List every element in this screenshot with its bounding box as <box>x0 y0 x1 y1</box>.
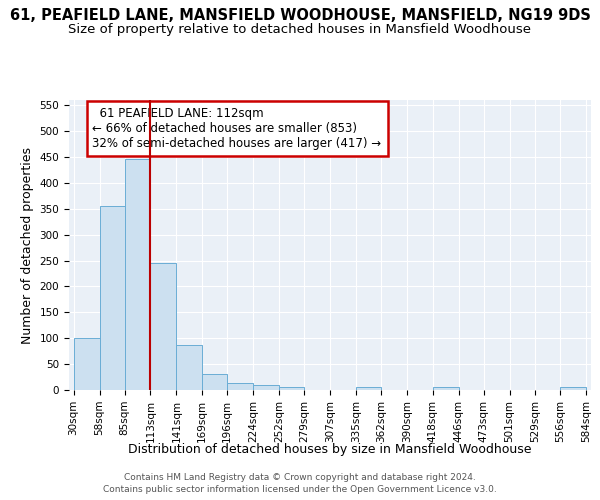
Bar <box>356 387 381 390</box>
Bar <box>202 374 227 390</box>
Bar <box>74 338 100 390</box>
Bar <box>151 263 176 390</box>
Bar <box>125 158 151 390</box>
Bar <box>100 206 125 390</box>
Bar <box>253 386 279 390</box>
Text: 61, PEAFIELD LANE, MANSFIELD WOODHOUSE, MANSFIELD, NG19 9DS: 61, PEAFIELD LANE, MANSFIELD WOODHOUSE, … <box>10 8 590 22</box>
Text: Contains public sector information licensed under the Open Government Licence v3: Contains public sector information licen… <box>103 485 497 494</box>
Bar <box>433 387 458 390</box>
Text: Contains HM Land Registry data © Crown copyright and database right 2024.: Contains HM Land Registry data © Crown c… <box>124 472 476 482</box>
Y-axis label: Number of detached properties: Number of detached properties <box>21 146 34 344</box>
Bar <box>279 387 304 390</box>
Bar <box>227 383 253 390</box>
Text: Distribution of detached houses by size in Mansfield Woodhouse: Distribution of detached houses by size … <box>128 442 532 456</box>
Bar <box>560 387 586 390</box>
Bar <box>176 345 202 390</box>
Text: 61 PEAFIELD LANE: 112sqm
← 66% of detached houses are smaller (853)
32% of semi-: 61 PEAFIELD LANE: 112sqm ← 66% of detach… <box>92 108 382 150</box>
Text: Size of property relative to detached houses in Mansfield Woodhouse: Size of property relative to detached ho… <box>68 22 532 36</box>
